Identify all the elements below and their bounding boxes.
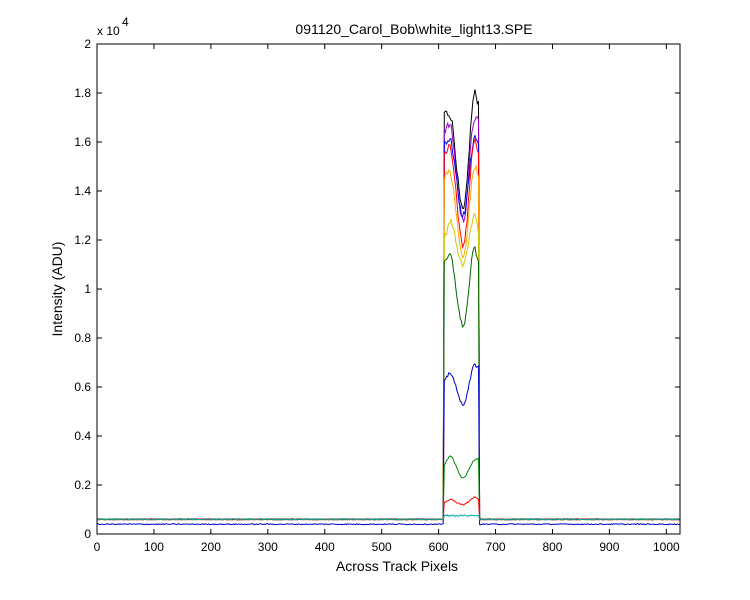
x-axis: 0 100 200 300 400 500 600 700 800 900 1000 bbox=[94, 44, 680, 554]
x-tick-label: 400 bbox=[315, 540, 335, 554]
plot-area bbox=[97, 44, 680, 534]
y-tick-label: 0.2 bbox=[74, 478, 91, 492]
y-axis-label: Intensity (ADU) bbox=[49, 242, 65, 337]
series-line-11 bbox=[97, 514, 681, 521]
y-tick-label: 2 bbox=[84, 37, 91, 51]
x-tick-label: 100 bbox=[144, 540, 164, 554]
x-tick-label: 0 bbox=[94, 540, 101, 554]
series-layer bbox=[96, 89, 681, 526]
y-exponent-label: x 10 bbox=[97, 24, 120, 38]
y-tick-label: 0.6 bbox=[74, 380, 91, 394]
x-tick-label: 800 bbox=[542, 540, 562, 554]
y-tick-label: 1.2 bbox=[74, 233, 91, 247]
y-axis: 0 0.2 0.4 0.6 0.8 1 1.2 1.4 1.6 1.8 2 bbox=[74, 37, 680, 541]
y-tick-label: 0 bbox=[84, 527, 91, 541]
chart-title: 091120_Carol_Bob\white_light13.SPE bbox=[295, 21, 532, 37]
x-tick-label: 200 bbox=[201, 540, 221, 554]
x-tick-label: 700 bbox=[486, 540, 506, 554]
y-exponent-power: 4 bbox=[122, 15, 129, 29]
x-tick-label: 500 bbox=[372, 540, 392, 554]
x-tick-label: 600 bbox=[429, 540, 449, 554]
y-tick-label: 0.4 bbox=[74, 429, 91, 443]
series-line-8 bbox=[96, 362, 681, 526]
y-tick-label: 0.8 bbox=[74, 331, 91, 345]
y-tick-label: 1.6 bbox=[74, 135, 91, 149]
y-tick-label: 1.8 bbox=[74, 86, 91, 100]
x-tick-label: 900 bbox=[599, 540, 619, 554]
x-tick-label: 300 bbox=[258, 540, 278, 554]
y-tick-label: 1.4 bbox=[74, 184, 91, 198]
y-tick-label: 1 bbox=[84, 282, 91, 296]
x-axis-label: Across Track Pixels bbox=[336, 558, 458, 574]
x-tick-label: 1000 bbox=[653, 540, 680, 554]
